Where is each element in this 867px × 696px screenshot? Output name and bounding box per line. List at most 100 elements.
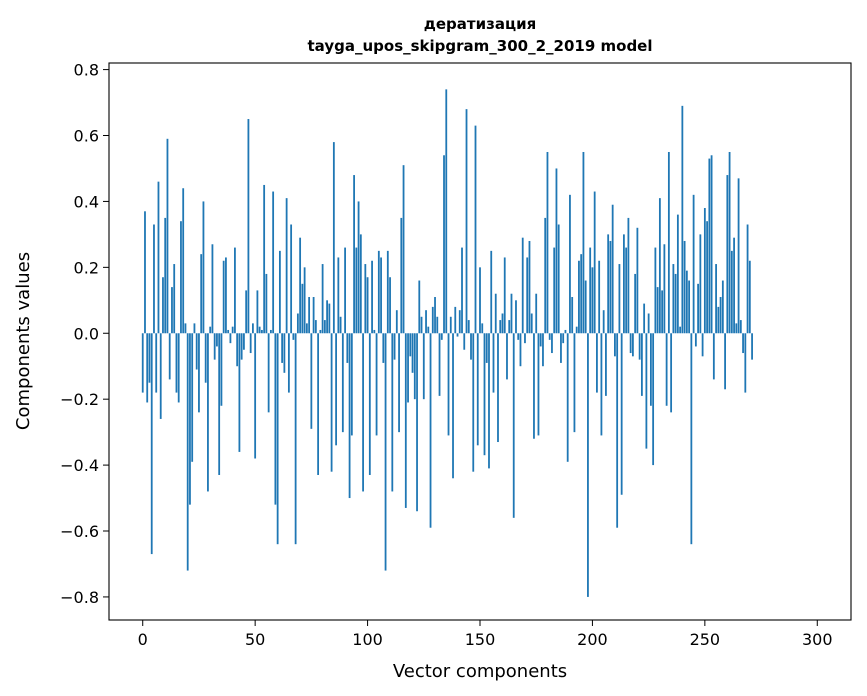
bar bbox=[676, 214, 679, 334]
bar bbox=[436, 316, 439, 334]
bar bbox=[600, 333, 603, 436]
bar bbox=[431, 306, 434, 334]
bar bbox=[692, 194, 695, 334]
bar bbox=[404, 333, 407, 508]
bar bbox=[663, 244, 666, 334]
bar bbox=[445, 89, 448, 334]
bar bbox=[649, 333, 652, 406]
bar bbox=[569, 194, 571, 334]
x-tick-label: 0 bbox=[138, 630, 148, 649]
bar bbox=[427, 326, 430, 334]
bar bbox=[681, 105, 684, 334]
bar bbox=[429, 333, 432, 528]
bar bbox=[629, 333, 632, 354]
bar bbox=[490, 250, 493, 334]
y-tick-label: 0.0 bbox=[74, 324, 99, 343]
bar bbox=[209, 326, 212, 334]
bar bbox=[483, 333, 486, 456]
chart-title-line-1: дератизация bbox=[424, 15, 536, 33]
bar bbox=[611, 204, 614, 334]
bar bbox=[218, 333, 221, 475]
bar bbox=[269, 329, 272, 334]
bar bbox=[168, 333, 171, 380]
bar bbox=[231, 326, 234, 334]
bar bbox=[470, 333, 472, 360]
bar bbox=[544, 217, 547, 334]
bar bbox=[243, 333, 245, 350]
bar bbox=[175, 333, 178, 393]
bar bbox=[665, 333, 668, 406]
bar bbox=[323, 320, 326, 334]
bar bbox=[283, 333, 286, 373]
bar bbox=[398, 333, 400, 433]
bar bbox=[508, 320, 511, 334]
bar bbox=[721, 280, 724, 334]
bar bbox=[303, 267, 306, 334]
bar bbox=[458, 310, 461, 334]
bar bbox=[276, 333, 279, 545]
bar bbox=[679, 326, 682, 334]
bar bbox=[726, 175, 729, 334]
x-axis-label: Vector components bbox=[393, 661, 567, 682]
bar bbox=[326, 300, 328, 334]
bar bbox=[353, 175, 355, 334]
bar bbox=[254, 333, 257, 459]
bar bbox=[461, 247, 463, 334]
bar bbox=[310, 333, 313, 429]
bar bbox=[638, 333, 641, 360]
bar bbox=[551, 333, 553, 354]
bar bbox=[652, 333, 655, 466]
bar bbox=[494, 293, 497, 334]
bar bbox=[395, 310, 398, 334]
chart-title: дератизация tayga_upos_skipgram_300_2_20… bbox=[308, 15, 653, 55]
bar bbox=[719, 297, 722, 334]
bar bbox=[609, 240, 612, 334]
bar bbox=[602, 310, 605, 334]
bar bbox=[452, 333, 454, 479]
bar bbox=[153, 224, 155, 334]
bar bbox=[328, 303, 331, 334]
bar bbox=[155, 333, 158, 393]
bar bbox=[159, 333, 162, 419]
bar bbox=[195, 333, 198, 370]
bar bbox=[373, 329, 376, 334]
bar bbox=[465, 109, 468, 334]
bar bbox=[337, 257, 340, 334]
bar bbox=[715, 264, 717, 334]
x-tick-label: 100 bbox=[352, 630, 383, 649]
bar bbox=[258, 326, 261, 334]
bar bbox=[542, 333, 544, 367]
bar bbox=[717, 306, 720, 334]
bar bbox=[521, 237, 524, 334]
bar bbox=[643, 303, 646, 334]
y-tick-label: 0.8 bbox=[74, 61, 99, 80]
bar bbox=[207, 333, 209, 492]
bar bbox=[526, 257, 529, 334]
bar bbox=[618, 264, 621, 334]
bar bbox=[182, 188, 185, 334]
bar bbox=[573, 333, 576, 433]
bar bbox=[488, 333, 490, 469]
bar bbox=[240, 333, 243, 360]
bar bbox=[359, 234, 362, 334]
bar bbox=[413, 333, 416, 400]
bar bbox=[703, 208, 706, 334]
bar bbox=[375, 333, 378, 436]
bar bbox=[728, 151, 731, 334]
bar bbox=[474, 125, 477, 334]
bar bbox=[263, 184, 266, 334]
bar bbox=[683, 240, 686, 334]
bar bbox=[661, 290, 664, 334]
bar bbox=[701, 333, 704, 357]
bar bbox=[571, 297, 574, 334]
bar bbox=[272, 191, 275, 334]
bar bbox=[164, 217, 167, 334]
bar bbox=[593, 191, 596, 334]
bar bbox=[346, 333, 349, 363]
bar bbox=[171, 287, 173, 334]
bar bbox=[443, 155, 445, 334]
bar bbox=[564, 329, 567, 334]
bar bbox=[144, 211, 146, 334]
bar bbox=[357, 201, 360, 334]
bar bbox=[294, 333, 297, 545]
